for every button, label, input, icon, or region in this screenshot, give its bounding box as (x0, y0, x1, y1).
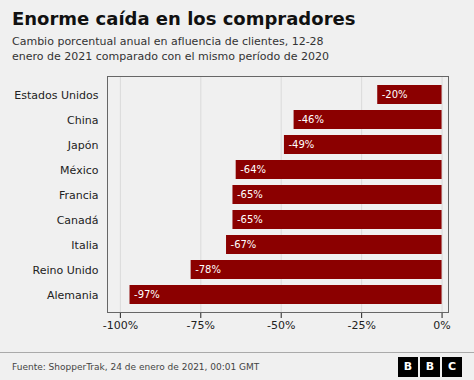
svg-text:-20%: -20% (382, 89, 408, 100)
html-text:Cambio porcentual anual en afl: Cambio porcentual anual en afluencia de … (12, 35, 329, 63)
html-text:Enorme caída en los compradore: Enorme caída en los compradores (12, 8, 356, 29)
html-text:C: C (448, 359, 456, 373)
svg-text:-65%: -65% (237, 214, 263, 225)
svg-text:-46%: -46% (298, 114, 324, 125)
svg-text:-25%: -25% (347, 319, 375, 332)
html-text:B: B (425, 359, 435, 373)
svg-text:0%: 0% (433, 319, 450, 332)
svg-text:-67%: -67% (231, 239, 257, 250)
svg-text:-50%: -50% (267, 319, 295, 332)
svg-text:-78%: -78% (195, 264, 221, 275)
svg-text:México: México (60, 164, 99, 177)
svg-text:-49%: -49% (288, 139, 314, 150)
svg-text:-97%: -97% (134, 289, 160, 300)
html-text:Fuente: ShopperTrak, 24 de ene: Fuente: ShopperTrak, 24 de enero de 2021… (12, 361, 260, 372)
svg-text:-65%: -65% (237, 189, 263, 200)
html-text:B: B (403, 359, 413, 373)
svg-text:China: China (67, 114, 98, 127)
svg-text:-64%: -64% (240, 164, 266, 175)
svg-text:Estados Unidos: Estados Unidos (14, 89, 98, 102)
svg-text:-75%: -75% (187, 319, 215, 332)
svg-text:Italia: Italia (71, 239, 98, 252)
svg-text:Reino Unido: Reino Unido (33, 264, 99, 277)
svg-text:Francia: Francia (59, 189, 99, 202)
svg-text:Alemania: Alemania (47, 289, 99, 302)
svg-text:Japón: Japón (67, 139, 99, 152)
svg-text:-100%: -100% (103, 319, 138, 332)
svg-text:Canadá: Canadá (57, 214, 99, 227)
